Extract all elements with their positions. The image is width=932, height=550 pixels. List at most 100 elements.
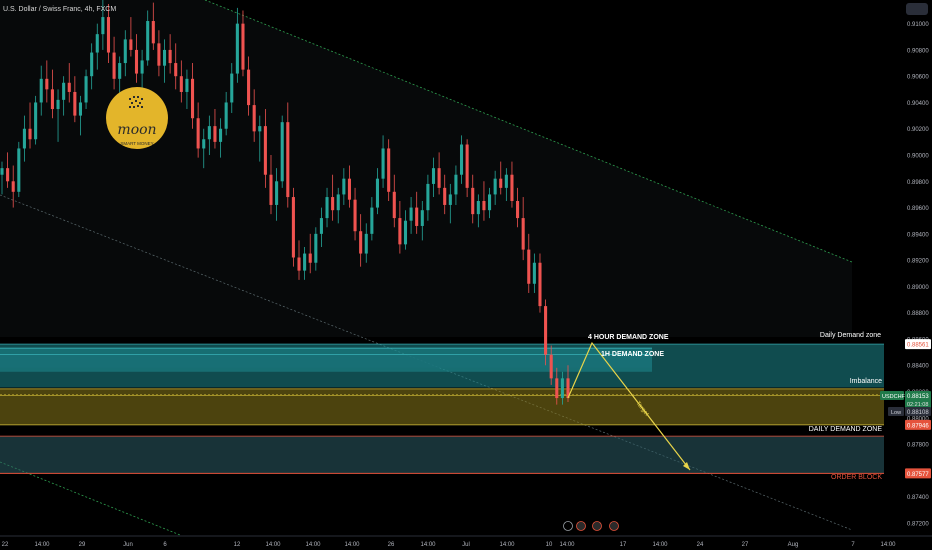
svg-text:0.88108: 0.88108	[907, 410, 929, 416]
candle-body	[482, 201, 486, 211]
candle-body	[510, 174, 514, 201]
y-tick-label: 0.89800	[907, 180, 929, 186]
candle-body	[0, 168, 4, 175]
x-tick-label: 29	[79, 542, 86, 548]
candle-body	[331, 197, 335, 211]
candle-body	[67, 82, 71, 92]
candle-body	[325, 197, 329, 219]
candle-body	[342, 178, 346, 195]
candle-body	[45, 78, 49, 90]
y-tick-label: 0.87800	[907, 443, 929, 449]
logo-circle	[106, 87, 168, 149]
candle-body	[118, 63, 122, 79]
candle-body	[370, 207, 374, 234]
candle-body	[263, 126, 267, 175]
candle-body	[426, 183, 430, 211]
candle-body	[516, 201, 520, 219]
x-tick-label: 7	[851, 542, 855, 548]
candle-body	[364, 233, 368, 254]
x-tick-label: 14:00	[265, 542, 281, 548]
x-tick-label: 14:00	[305, 542, 321, 548]
candle-body	[297, 257, 301, 271]
logo-brand: moon	[117, 122, 156, 138]
flag-event-icon-1[interactable]	[576, 521, 586, 531]
candle-body	[375, 178, 380, 208]
candle-body	[202, 139, 206, 149]
x-tick-label: Jul	[462, 542, 470, 548]
candle-body	[560, 378, 564, 399]
candle-body	[174, 63, 178, 77]
low-price-tag: Low 0.88108	[888, 407, 931, 416]
candle-body	[185, 78, 189, 92]
logo-tagline: SMART MONEY	[120, 141, 153, 146]
countdown: 02:21:08	[907, 402, 928, 408]
candle-body	[308, 253, 312, 263]
candle-body	[258, 126, 262, 132]
candle-body	[286, 122, 290, 198]
time-axis[interactable]: 22 14:00 29 Jun 6 12 14:00 14:00 14:00 26 14:00 Jul…	[2, 542, 897, 548]
y-tick-label: 0.90400	[907, 101, 929, 107]
y-tick-label: 0.90800	[907, 48, 929, 54]
zone-rect-2	[0, 354, 652, 368]
svg-text:Low: Low	[891, 410, 901, 416]
candle-body	[336, 194, 340, 211]
candle-body	[521, 218, 525, 250]
projection-zigzag	[567, 341, 691, 471]
y-tick-label: 0.88800	[907, 311, 929, 317]
candle-body	[504, 174, 508, 188]
four-hour-demand-zone-label: 4 HOUR DEMAND ZONE	[588, 334, 669, 341]
dividend-event-icon[interactable]	[563, 521, 573, 531]
candle-body	[106, 17, 111, 53]
chart-settings-button[interactable]	[906, 3, 928, 15]
x-tick-label: 17	[620, 542, 627, 548]
x-tick-label: 14:00	[34, 542, 50, 548]
zone-rect-5	[0, 436, 884, 474]
candle-body	[415, 207, 419, 226]
candle-body	[493, 178, 497, 195]
y-tick-label: 0.90000	[907, 154, 929, 160]
svg-text:0.87577: 0.87577	[907, 472, 929, 478]
candle-body	[34, 102, 38, 140]
candle-body	[213, 126, 217, 142]
candle-body	[454, 174, 458, 195]
order-block-label: ORDER BLOCK	[831, 474, 882, 481]
y-tick-label: 0.90200	[907, 127, 929, 133]
y-tick-label: 0.87400	[907, 495, 929, 501]
candle-body	[247, 69, 251, 106]
price-tag-order-block: 0.87577	[905, 468, 931, 479]
candle-body	[134, 49, 139, 74]
candle-body	[532, 262, 536, 284]
candle-body	[224, 102, 228, 129]
upper-channel-line	[204, 0, 853, 263]
candle-body	[84, 76, 88, 103]
one-hour-demand-zone-label: 1H DEMAND ZONE	[601, 351, 664, 358]
candle-body	[538, 262, 542, 307]
candle-body	[207, 126, 211, 140]
candle-body	[151, 21, 155, 44]
candle-body	[431, 168, 436, 184]
logo-icon	[129, 96, 143, 108]
x-tick-label: Jun	[123, 542, 133, 548]
candle-body	[409, 207, 413, 221]
y-tick-label: 0.88000	[907, 416, 929, 422]
y-tick-label: 0.90600	[907, 75, 929, 81]
x-tick-label: 14:00	[652, 542, 668, 548]
y-tick-label: 0.89600	[907, 206, 929, 212]
candle-body	[387, 148, 391, 192]
candle-body	[190, 78, 195, 119]
candle-body	[11, 181, 15, 192]
flag-event-icon-3[interactable]	[609, 521, 619, 531]
candle-body	[403, 220, 408, 245]
candle-body	[459, 144, 464, 175]
event-icons	[563, 521, 619, 531]
flag-event-icon-2[interactable]	[592, 521, 602, 531]
x-tick-label: 10	[546, 542, 553, 548]
candle-body	[303, 253, 307, 271]
ticker-label: USDCHF	[882, 394, 906, 400]
candle-body	[123, 39, 127, 64]
current-price: 0.88153	[907, 394, 929, 400]
lower-channel-line	[0, 461, 181, 536]
y-tick-label: 0.88400	[907, 364, 929, 370]
candle-body	[549, 354, 553, 379]
